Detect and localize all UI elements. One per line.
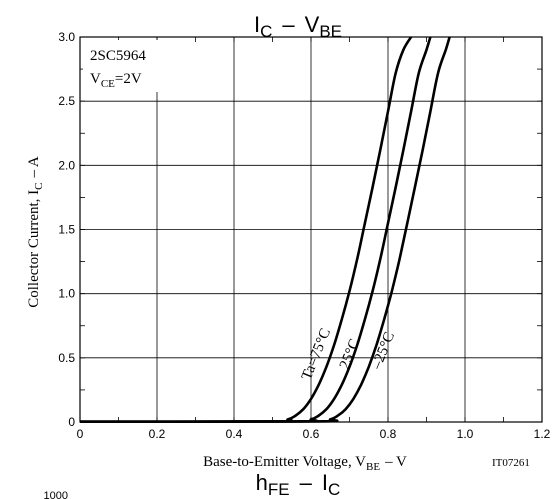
x-tick-label: 0.6 [303,427,320,441]
chart-title: IC – VBE [254,12,342,41]
x-axis-label: Base-to-Emitter Voltage, VBE – V [203,454,407,473]
x-tick-label: 0.4 [226,427,243,441]
y-tick-label: 0 [68,415,75,429]
y-tick-label: 1.5 [58,223,75,237]
next-chart-y-top-label: 1000 [44,490,68,499]
x-tick-label: 0 [77,427,84,441]
x-tick-label: 1.2 [534,427,551,441]
next-chart-title: hFE – IC [256,470,341,499]
y-axis-label: Collector Current, IC– A [26,156,45,308]
x-tick-label: 0.2 [149,427,166,441]
y-tick-label: 3.0 [58,30,75,44]
series-label-minus25c: –25°C [368,330,398,373]
series-line-0 [79,36,413,423]
y-tick-label: 0.5 [58,351,75,365]
y-tick-label: 2.5 [58,94,75,108]
y-tick-label: 2.0 [58,158,75,172]
x-tick-label: 1.0 [457,427,474,441]
series-lines [79,36,451,423]
device-label: 2SC5964 [90,48,146,64]
y-tick-labels: 0 0.5 1.0 1.5 2.0 2.5 3.0 [58,30,75,429]
document-code: IT07261 [492,457,530,469]
series-line-2 [79,36,451,423]
condition-label: VCE=2V [90,71,142,90]
series-label-75c: Ta=75°C [299,326,334,382]
y-tick-label: 1.0 [58,287,75,301]
series-line-1 [79,36,432,423]
annotation-background [83,40,167,92]
series-label-25c: 25°C [337,337,363,372]
x-tick-label: 0.8 [380,427,397,441]
x-tick-labels: 0 0.2 0.4 0.6 0.8 1.0 1.2 [77,427,551,441]
